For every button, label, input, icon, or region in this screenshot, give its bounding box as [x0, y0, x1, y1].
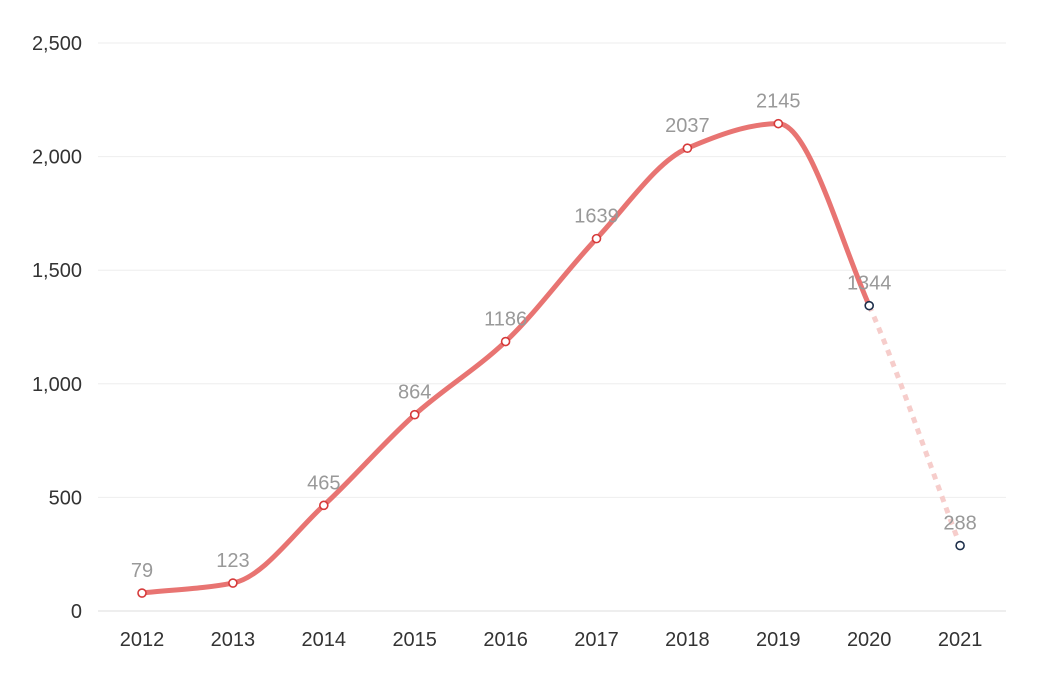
- data-label-2012: 79: [131, 560, 153, 582]
- data-label-2015: 864: [398, 382, 431, 404]
- data-point-2013: [228, 578, 238, 588]
- y-tick-label: 2,500: [32, 33, 82, 55]
- data-point-2014: [318, 500, 329, 511]
- y-tick-label: 0: [71, 601, 82, 623]
- data-label-2013: 123: [216, 550, 249, 572]
- x-tick-label: 2013: [211, 629, 256, 651]
- data-point-2021: [955, 540, 965, 551]
- y-tick-label: 1,000: [32, 374, 82, 396]
- data-point-2020: [864, 300, 875, 311]
- y-tick-label: 500: [49, 487, 82, 509]
- data-label-2014: 465: [307, 472, 340, 494]
- y-axis: 0 500 1,000 1,500 2,000 2,500: [32, 33, 82, 623]
- y-tick-label: 1,500: [32, 260, 82, 282]
- data-labels: 79 123 465 864 1186 1639 2037 2145 1344 288: [131, 91, 977, 582]
- x-axis: 2012 2013 2014 2015 2016 2017 2018 2019 2020 2021: [120, 629, 983, 651]
- data-points: [137, 118, 965, 598]
- data-label-2021: 288: [943, 513, 976, 535]
- x-tick-label: 2020: [847, 629, 892, 651]
- data-point-2012: [137, 588, 147, 598]
- grid-lines: [98, 42, 1006, 612]
- x-tick-label: 2017: [574, 629, 619, 651]
- x-tick-label: 2015: [392, 629, 437, 651]
- data-label-2020: 1344: [847, 273, 892, 295]
- data-label-2018: 2037: [665, 115, 710, 137]
- x-tick-label: 2014: [302, 629, 347, 651]
- data-point-2017: [591, 233, 602, 244]
- x-tick-label: 2018: [665, 629, 710, 651]
- x-tick-label: 2019: [756, 629, 801, 651]
- data-label-2019: 2145: [756, 91, 801, 113]
- data-label-2017: 1639: [574, 206, 619, 228]
- data-point-2015: [409, 409, 420, 420]
- data-point-2016: [500, 336, 511, 347]
- x-tick-label: 2016: [483, 629, 528, 651]
- data-point-2018: [682, 143, 693, 153]
- x-tick-label: 2021: [938, 629, 983, 651]
- x-tick-label: 2012: [120, 629, 165, 651]
- data-point-2019: [773, 118, 784, 129]
- series-line-solid: [139, 121, 872, 596]
- y-tick-label: 2,000: [32, 147, 82, 169]
- series: [139, 121, 963, 596]
- series-line-dashed: [866, 304, 963, 547]
- data-label-2016: 1186: [484, 309, 527, 331]
